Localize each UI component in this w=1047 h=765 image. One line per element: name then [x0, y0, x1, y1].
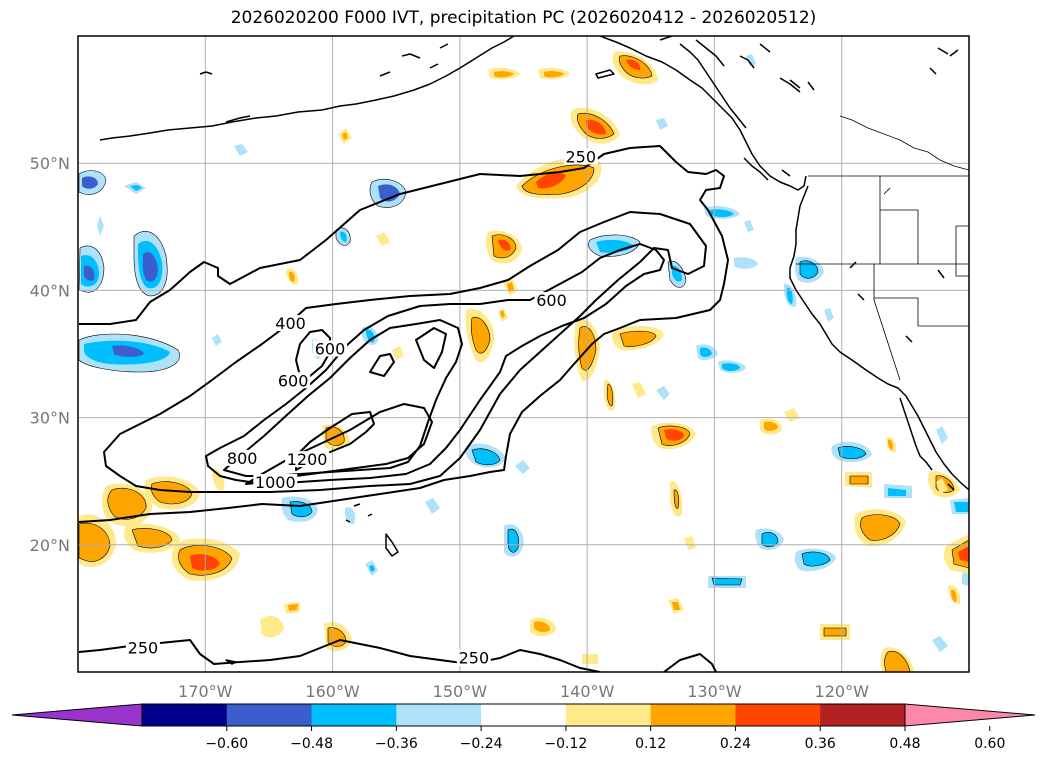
map-gridlines: [78, 36, 969, 672]
contour-label: 600: [315, 339, 346, 358]
colorbar-segment: [650, 704, 736, 726]
contour-600-ne: [205, 243, 665, 485]
colorbar-max-extend: [904, 703, 1036, 727]
contour-1200: [295, 411, 375, 471]
colorbar: −0.60 −0.48 −0.36 −0.24 −0.12 0.12 0.24 0.36 0.4…: [11, 703, 1036, 752]
map-title: 2026020200 F000 IVT, precipitation PC (2…: [230, 8, 817, 28]
negative-anomaly-blobs: [78, 54, 969, 652]
colorbar-segment: [820, 704, 906, 726]
state-borders: [796, 115, 969, 381]
contour-label: 250: [459, 649, 490, 668]
contour-label: 250: [566, 147, 597, 166]
lon-tick-label: 130°W: [687, 682, 742, 701]
colorbar-segment: [735, 704, 821, 726]
ivt-contours: [78, 145, 729, 672]
map-frame: [77, 35, 970, 673]
contour-label: 400: [275, 314, 306, 333]
contour-label-bg: [534, 292, 569, 309]
colorbar-tick-label: 0.48: [889, 736, 920, 752]
contour-small-2: [369, 353, 395, 377]
contour-250: [78, 145, 729, 523]
contour-label-bg: [273, 315, 308, 332]
lon-tick-label: 140°W: [560, 682, 615, 701]
contour-1000: [245, 403, 433, 485]
contour-label-bg: [285, 451, 330, 468]
colorbar-tick-label: −0.60: [205, 736, 248, 752]
contour-label: 600: [278, 371, 309, 390]
lat-tick-label: 20°N: [30, 536, 70, 555]
contour-labels: 250 400 600 600 600 800 1200 1000 250 250: [125, 147, 598, 668]
contour-label: 1000: [255, 473, 296, 492]
colorbar-outline: [141, 703, 906, 727]
contour-label-bg: [253, 474, 298, 491]
colorbar-tick-label: −0.48: [290, 736, 333, 752]
contour-label: 1200: [287, 450, 328, 469]
colorbar-segment: [311, 704, 397, 726]
lon-tick-label: 160°W: [305, 682, 360, 701]
colorbar-segment: [396, 704, 482, 726]
contour-label-bg: [563, 148, 598, 165]
colorbar-segment: [481, 704, 567, 726]
lat-tick-label: 40°N: [30, 281, 70, 300]
contour-label-bg: [276, 372, 311, 389]
contour-250-south: [78, 639, 601, 672]
contour-label: 600: [536, 291, 567, 310]
contour-label-bg: [456, 649, 491, 666]
contour-label: 800: [227, 449, 258, 468]
colorbar-segment: [142, 704, 228, 726]
colorbar-tick-label: −0.12: [544, 736, 587, 752]
latitude-labels: 20°N 30°N 40°N 50°N: [30, 154, 70, 555]
colorbar-tick-label: 0.24: [720, 736, 751, 752]
colorbar-tick-label: −0.36: [375, 736, 418, 752]
contour-400: [103, 211, 707, 493]
colorbar-tick-label: −0.24: [460, 736, 503, 752]
colorbar-segment: [226, 704, 313, 726]
colorbar-min-extend: [11, 703, 143, 727]
lat-tick-label: 30°N: [30, 409, 70, 428]
coastlines: [99, 36, 969, 665]
lon-tick-label: 170°W: [178, 682, 233, 701]
contour-label-bg: [313, 340, 348, 357]
precipitation-shading: [78, 51, 969, 672]
positive-anomaly-blobs: [78, 51, 969, 672]
lon-tick-label: 120°W: [815, 682, 870, 701]
contour-label: 250: [128, 638, 159, 657]
lat-tick-label: 50°N: [30, 154, 70, 173]
contour-label-bg: [125, 639, 160, 656]
contour-label-bg: [225, 449, 260, 466]
colorbar-tick-label: 0.36: [805, 736, 836, 752]
lon-tick-label: 150°W: [433, 682, 488, 701]
colorbar-segment: [565, 704, 652, 726]
contour-small-1: [415, 327, 447, 369]
colorbar-tick-label: 0.12: [635, 736, 666, 752]
contour-600-w: [295, 329, 331, 377]
longitude-labels: 170°W 160°W 150°W 140°W 130°W 120°W: [178, 682, 869, 701]
colorbar-tick-label: 0.60: [974, 736, 1005, 752]
